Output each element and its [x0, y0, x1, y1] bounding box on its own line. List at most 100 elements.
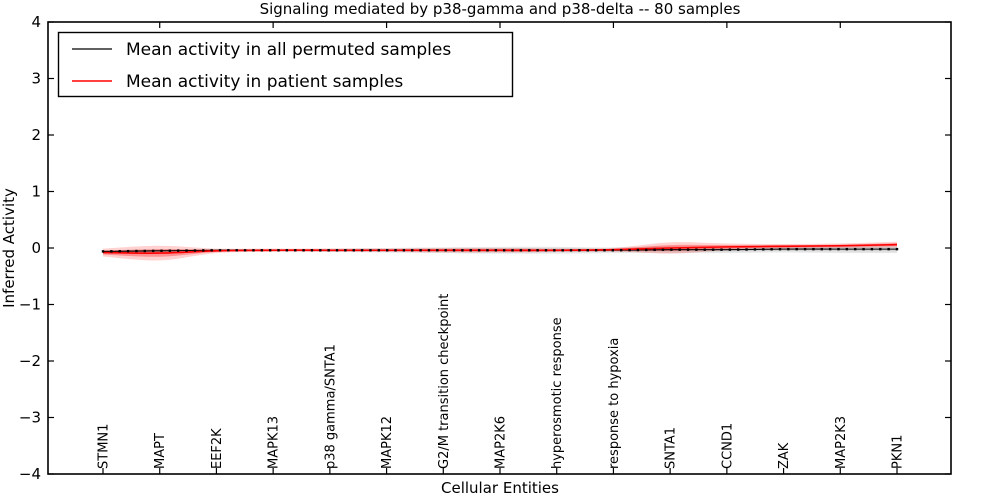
legend-box [57, 31, 514, 98]
permuted-sample-marker [494, 249, 498, 252]
y-tick-label: −3 [19, 409, 41, 427]
permuted-sample-marker [394, 249, 397, 252]
permuted-sample-marker [778, 247, 782, 251]
x-tick-label: MAPK13 [267, 416, 282, 469]
permuted-sample-marker [452, 249, 456, 252]
permuted-sample-marker [862, 247, 865, 251]
permuted-sample-marker [243, 249, 247, 252]
permuted-sample-marker [268, 249, 272, 252]
permuted-sample-marker [879, 247, 882, 251]
permuted-sample-marker [703, 248, 706, 251]
permuted-sample-marker [870, 247, 874, 251]
permuted-sample-marker [594, 249, 598, 252]
permuted-sample-marker [302, 249, 305, 252]
permuted-sample-marker [419, 249, 422, 252]
x-tick-label: G2/M transition checkpoint [437, 294, 452, 469]
permuted-sample-marker [335, 249, 339, 252]
permuted-sample-marker [586, 249, 589, 252]
x-tick-label: ZAK [777, 442, 792, 469]
permuted-sample-marker [787, 247, 790, 251]
permuted-sample-marker [611, 249, 615, 252]
permuted-sample-marker [344, 249, 347, 252]
permuted-sample-marker [720, 248, 723, 251]
x-tick-label: CCND1 [720, 423, 735, 469]
permuted-sample-marker [210, 249, 213, 252]
permuted-sample-marker [854, 247, 857, 251]
permuted-sample-marker [561, 249, 564, 252]
permuted-sample-marker [461, 249, 464, 252]
permuted-sample-marker [260, 249, 263, 252]
permuted-sample-marker [628, 248, 631, 252]
permuted-sample-marker [369, 249, 372, 252]
permuted-sample-marker [352, 249, 355, 252]
y-tick-label: −1 [19, 296, 41, 314]
permuted-sample-marker [528, 249, 531, 252]
permuted-sample-marker [218, 249, 222, 252]
permuted-sample-marker [753, 248, 757, 251]
x-tick-label: hyperosmotic response [550, 317, 565, 469]
permuted-sample-marker [151, 249, 155, 253]
x-tick-label: response to hypoxia [607, 338, 622, 469]
permuted-sample-marker [603, 249, 606, 252]
x-tick-label: MAPK12 [380, 416, 395, 469]
permuted-sample-marker [327, 249, 330, 252]
permuted-sample-marker [812, 247, 815, 251]
permuted-sample-marker [544, 249, 548, 252]
y-tick-label: 3 [31, 70, 41, 88]
y-axis-label: Inferred Activity [0, 188, 18, 308]
permuted-sample-marker [193, 249, 197, 252]
permuted-sample-marker [177, 249, 180, 252]
permuted-sample-marker [486, 249, 489, 252]
permuted-sample-marker [185, 249, 188, 252]
x-tick-label: STMN1 [97, 424, 112, 469]
permuted-sample-marker [444, 249, 447, 252]
patient-mean-line [102, 243, 898, 254]
permuted-sample-marker [168, 249, 172, 252]
permuted-sample-marker [377, 249, 381, 252]
permuted-sample-marker [711, 248, 715, 251]
permuted-sample-marker [277, 249, 280, 252]
permuted-sample-marker [143, 249, 146, 253]
x-tick-label: EEF2K [210, 428, 225, 469]
permuted-sample-marker [745, 248, 748, 251]
permuted-sample-marker [837, 247, 840, 251]
permuted-sample-marker [310, 249, 314, 252]
permuted-sample-marker [385, 249, 389, 252]
permuted-sample-marker [820, 247, 823, 251]
permuted-sample-marker [360, 249, 364, 252]
legend-entry-label: Mean activity in all permuted samples [126, 40, 451, 60]
permuted-sample-marker [227, 249, 230, 252]
permuted-sample-marker [469, 249, 472, 252]
permuted-sample-marker [477, 249, 481, 252]
permuted-sample-marker [235, 249, 238, 252]
permuted-sample-marker [661, 248, 665, 251]
permuted-sample-marker [252, 249, 255, 252]
y-tick-label: 4 [31, 13, 41, 31]
x-tick-label: MAP2K6 [494, 416, 509, 469]
x-tick-label: PKN1 [891, 435, 906, 469]
permuted-sample-marker [762, 248, 765, 251]
permuted-sample-marker [436, 249, 439, 252]
permuted-sample-marker [569, 249, 573, 252]
permuted-sample-marker [202, 249, 205, 252]
permuted-sample-marker [795, 247, 798, 251]
permuted-sample-marker [695, 248, 698, 251]
permuted-sample-marker [319, 249, 322, 252]
permuted-sample-marker [737, 248, 740, 251]
permuted-sample-marker [511, 249, 514, 252]
permuted-sample-marker [578, 249, 581, 252]
legend-entry-label: Mean activity in patient samples [126, 72, 403, 92]
permuted-sample-marker [653, 248, 656, 252]
x-tick-label: p38 gamma/SNTA1 [323, 344, 338, 469]
y-tick-label: 0 [31, 239, 41, 257]
permuted-sample-marker [678, 248, 681, 251]
y-tick-label: 1 [31, 183, 41, 201]
y-tick-label: −2 [19, 352, 41, 370]
y-tick-label: 2 [31, 126, 41, 144]
permuted-sample-marker [728, 248, 732, 251]
patient-spread-band [103, 241, 897, 261]
permuted-sample-marker [502, 249, 506, 252]
permuted-sample-marker [402, 249, 406, 252]
permuted-sample-marker [294, 249, 297, 252]
chart-title: Signaling mediated by p38-gamma and p38-… [260, 0, 741, 18]
